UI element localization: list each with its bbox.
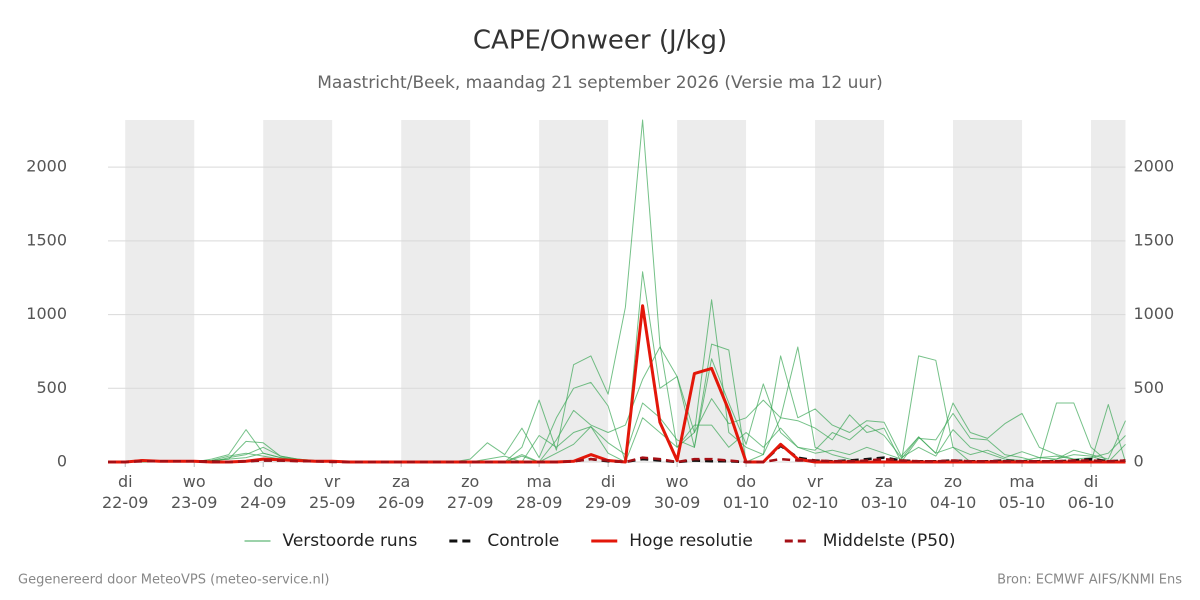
x-tick-label-line: 06-10 (1068, 493, 1115, 512)
x-tick-label-line: 01-10 (723, 493, 770, 512)
x-tick-label-line: zo (944, 472, 962, 491)
legend-label: Verstoorde runs (283, 531, 418, 551)
x-tick-label-line: 24-09 (240, 493, 287, 512)
x-tick-label-line: vr (324, 472, 340, 491)
y2-tick-label: 1500 (1134, 230, 1175, 249)
y2-tick-label: 0 (1134, 452, 1144, 471)
x-tick-label: ma 28-09 (516, 472, 563, 512)
x-tick-label-line: 04-10 (930, 493, 977, 512)
x-tick-label: za 03-10 (861, 472, 908, 512)
x-tick-label: ma 05-10 (999, 472, 1046, 512)
x-tick-label: vr 02-10 (792, 472, 839, 512)
x-tick-label: di 22-09 (102, 472, 149, 512)
legend-label: Hoge resolutie (629, 531, 753, 551)
y-tick-label: 0 (57, 452, 67, 471)
y-tick-label: 1000 (26, 304, 67, 323)
x-tick-label-line: 02-10 (792, 493, 839, 512)
x-tick-label-line: 25-09 (309, 493, 356, 512)
y2-tick-label: 1000 (1134, 304, 1175, 323)
x-tick-label-line: 05-10 (999, 493, 1046, 512)
x-tick-label-line: 27-09 (447, 493, 494, 512)
footer-left: Gegenereerd door MeteoVPS (meteo-service… (18, 573, 329, 588)
day-shade (125, 120, 195, 462)
x-tick-label-line: di (601, 472, 616, 491)
y2-tick-label: 500 (1134, 378, 1165, 397)
legend-label: Middelste (P50) (823, 531, 956, 551)
ensemble-member-line (108, 271, 1126, 463)
x-tick-label-line: 03-10 (861, 493, 908, 512)
day-shade (953, 120, 1023, 462)
ensemble-member-line (108, 417, 1126, 463)
x-tick-label-line: di (118, 472, 133, 491)
x-tick-label-line: vr (807, 472, 823, 491)
x-tick-label-line: 22-09 (102, 493, 149, 512)
x-tick-label: di 29-09 (585, 472, 632, 512)
y2-tick-label: 2000 (1134, 157, 1175, 176)
x-tick-label-line: 23-09 (171, 493, 218, 512)
x-tick-label: wo 23-09 (171, 472, 218, 512)
x-tick-label: vr 25-09 (309, 472, 356, 512)
day-shade (539, 120, 609, 462)
x-tick-label: do 24-09 (240, 472, 287, 512)
x-tick-label-line: wo (666, 472, 689, 491)
y-tick-label: 1500 (26, 230, 67, 249)
x-tick-label: za 26-09 (378, 472, 425, 512)
x-tick-label-line: za (875, 472, 893, 491)
footer-right: Bron: ECMWF AIFS/KNMI Ens (997, 573, 1182, 588)
x-tick-label: zo 04-10 (930, 472, 977, 512)
x-tick-label-line: ma (1009, 472, 1034, 491)
x-tick-label-line: zo (461, 472, 479, 491)
chart-title: CAPE/Onweer (J/kg) (473, 26, 727, 56)
series-line (108, 456, 1126, 464)
x-tick-label-line: do (253, 472, 273, 491)
day-shade (815, 120, 885, 462)
day-shade (401, 120, 471, 462)
x-tick-label: do 01-10 (723, 472, 770, 512)
legend-label: Controle (487, 531, 559, 551)
chart-subtitle: Maastricht/Beek, maandag 21 september 20… (317, 73, 883, 93)
y-tick-label: 500 (36, 378, 67, 397)
x-tick-label: wo 30-09 (654, 472, 701, 512)
x-tick-label: zo 27-09 (447, 472, 494, 512)
y-tick-label: 2000 (26, 157, 67, 176)
x-tick-label: di 06-10 (1068, 472, 1115, 512)
x-tick-label-line: za (392, 472, 410, 491)
x-tick-label-line: 28-09 (516, 493, 563, 512)
x-tick-label-line: do (736, 472, 756, 491)
day-shade (1091, 120, 1126, 462)
ensemble-member-line (108, 346, 1126, 463)
legend: Verstoorde runs Controle Hoge resolutie Mid… (244, 531, 956, 551)
x-tick-label-line: wo (183, 472, 206, 491)
x-tick-label-line: 29-09 (585, 493, 632, 512)
day-shade (263, 120, 333, 462)
x-tick-label-line: ma (526, 472, 551, 491)
x-tick-label-line: di (1084, 472, 1099, 491)
x-tick-label-line: 30-09 (654, 493, 701, 512)
x-tick-label-line: 26-09 (378, 493, 425, 512)
